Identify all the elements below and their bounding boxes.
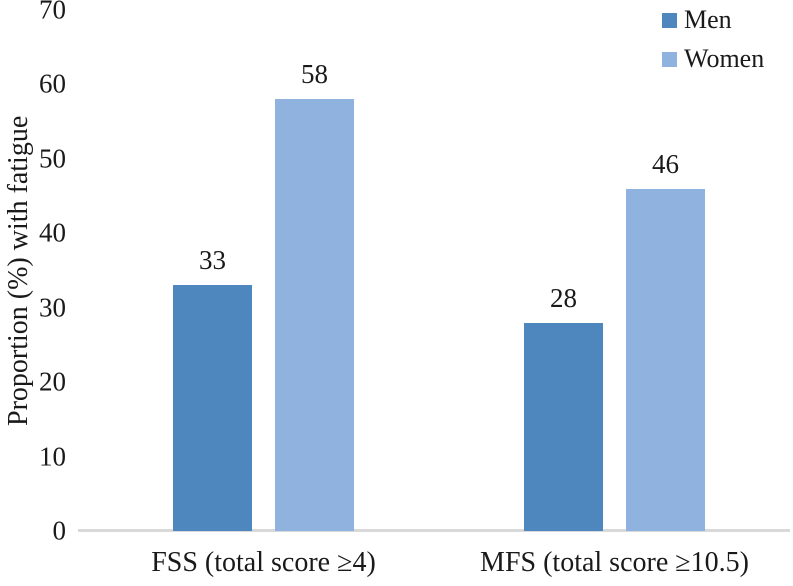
- x-axis-line: [78, 529, 790, 532]
- bar-men-mfs: [524, 322, 603, 531]
- y-axis-tick-label: 20: [39, 366, 66, 397]
- bar-value-label: 58: [301, 59, 328, 90]
- y-axis-tick-label: 10: [39, 441, 66, 472]
- y-axis-tick-label: 0: [52, 515, 67, 546]
- x-axis-category-label: FSS (total score ≥4): [151, 547, 376, 578]
- y-axis-tick-label: 50: [39, 143, 66, 174]
- bar-value-label: 28: [550, 282, 577, 313]
- x-axis-category-label: MFS (total score ≥10.5): [480, 547, 749, 578]
- legend: Men Women: [662, 5, 764, 83]
- y-axis-tick-label: 40: [39, 217, 66, 248]
- legend-swatch-women: [662, 51, 677, 67]
- legend-item-men: Men: [662, 5, 764, 35]
- y-axis-tick-label: 60: [39, 68, 66, 99]
- legend-item-women: Women: [662, 44, 764, 74]
- y-axis-tick-labels: 0 10 20 30 40 50 60 70: [0, 0, 66, 586]
- bar-women-mfs: [626, 188, 705, 531]
- legend-label-men: Men: [684, 5, 732, 34]
- bar-value-label: 33: [199, 245, 226, 276]
- y-axis-tick-label: 30: [39, 292, 66, 323]
- bar-men-fss: [173, 285, 252, 531]
- legend-label-women: Women: [684, 44, 765, 73]
- bar-value-label: 46: [652, 148, 679, 179]
- bar-women-fss: [275, 99, 354, 531]
- y-axis-tick-label: 70: [39, 0, 66, 25]
- legend-swatch-men: [662, 12, 677, 28]
